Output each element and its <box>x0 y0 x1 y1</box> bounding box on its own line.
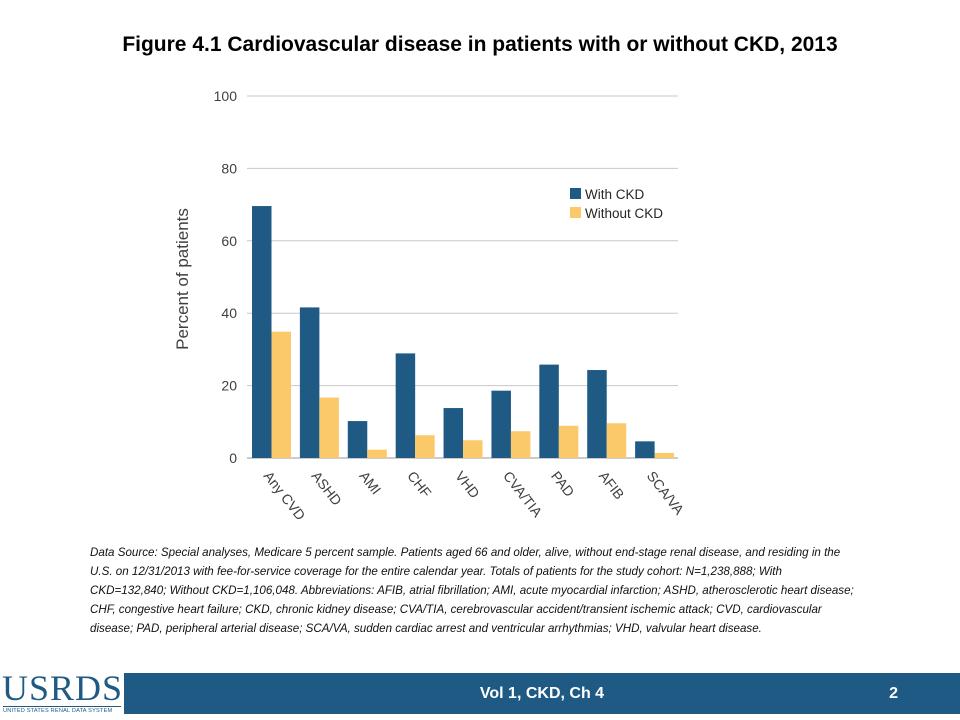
x-category-label: AMI <box>356 468 384 497</box>
y-tick-label: 80 <box>221 160 237 176</box>
legend-swatch-with-ckd <box>570 188 581 199</box>
x-category-label: CVA/TIA <box>500 468 546 520</box>
bar-without-ckd <box>558 425 579 458</box>
bar-with-ckd <box>491 390 511 458</box>
x-category-label: SCA/VA <box>644 468 688 518</box>
bar-without-ckd <box>606 423 627 458</box>
bar-with-ckd <box>443 408 464 458</box>
bar-with-ckd <box>395 353 416 458</box>
x-category-label: VHD <box>452 468 483 501</box>
logo-wordmark: USRDS <box>2 668 124 708</box>
bar-with-ckd <box>347 421 368 458</box>
x-category-label: PAD <box>548 468 578 500</box>
x-category-label: CHF <box>404 468 434 501</box>
bar-with-ckd <box>635 441 655 458</box>
footer-label: Vol 1, CKD, Ch 4 <box>479 685 605 702</box>
legend-label: With CKD <box>585 187 645 202</box>
x-category-label: ASHD <box>309 468 346 509</box>
usrds-logo: USRDS UNITED STATES RENAL DATA SYSTEM <box>0 666 124 720</box>
x-category-label: AFIB <box>596 468 628 502</box>
y-tick-label: 0 <box>229 450 237 466</box>
legend-swatch-without-ckd <box>570 207 581 218</box>
bar-with-ckd <box>299 307 320 458</box>
bar-with-ckd <box>587 370 607 458</box>
logo-subtitle: UNITED STATES RENAL DATA SYSTEM <box>3 708 113 714</box>
footer-bar: Vol 1, CKD, Ch 4 2 <box>0 673 960 714</box>
footer-background <box>124 673 960 714</box>
bar-with-ckd <box>252 206 272 458</box>
data-source-note: Data Source: Special analyses, Medicare … <box>90 546 854 635</box>
legend-label: Without CKD <box>585 206 663 221</box>
bar-without-ckd <box>510 431 531 458</box>
logo-divider <box>3 706 121 707</box>
bar-without-ckd <box>319 397 339 458</box>
page-number: 2 <box>889 685 898 702</box>
bar-without-ckd <box>463 440 483 458</box>
bar-without-ckd <box>654 452 675 458</box>
y-tick-label: 100 <box>214 88 238 104</box>
bar-without-ckd <box>415 435 435 458</box>
y-tick-label: 60 <box>221 233 237 249</box>
y-tick-label: 40 <box>221 305 237 321</box>
bar-with-ckd <box>539 364 559 458</box>
y-axis-label: Percent of patients <box>173 208 192 350</box>
y-tick-label: 20 <box>221 378 237 394</box>
figure-title: Figure 4.1 Cardiovascular disease in pat… <box>122 33 838 56</box>
x-category-label: Any CVD <box>261 468 309 523</box>
bar-chart: 0 20 40 60 80 100 Percent of patients Any CVD AS… <box>173 88 688 523</box>
bar-without-ckd <box>367 449 387 458</box>
bar-without-ckd <box>271 331 291 458</box>
